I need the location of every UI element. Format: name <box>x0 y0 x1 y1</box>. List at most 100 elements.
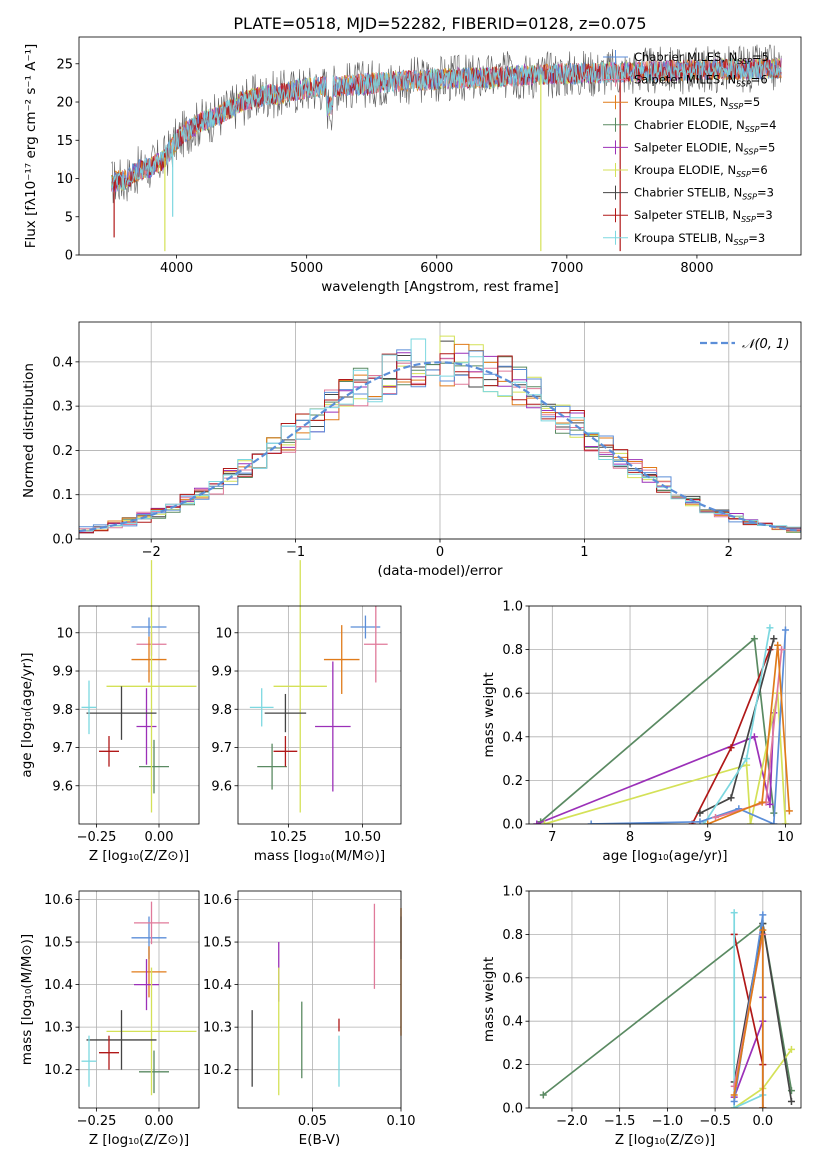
y-tick-label: 10.5 <box>203 936 232 951</box>
x-tick-label: 7 <box>548 830 556 845</box>
y-axis-label: Flux [fλ10⁻¹⁷ erg cm⁻² s⁻¹ A⁻¹] <box>23 44 39 249</box>
x-tick-label: −2 <box>142 545 161 560</box>
plot-frame <box>237 605 402 825</box>
y-tick-label: 10.2 <box>44 1063 73 1078</box>
histograms <box>79 335 801 534</box>
x-axis-label: E(B-V) <box>299 1132 341 1148</box>
x-tick-label: 0.05 <box>298 1114 327 1129</box>
x-tick-label: 0.10 <box>387 1114 416 1129</box>
legend-label: Salpeter MILES, N <box>634 73 736 87</box>
x-tick-label: −2.0 <box>556 1114 588 1129</box>
legend-label: Chabrier ELODIE, N <box>634 118 745 132</box>
y-axis-label: mass weight <box>481 672 497 757</box>
y-tick-label: 9.6 <box>52 779 73 794</box>
legend-label-suffix: =3 <box>748 231 765 245</box>
y-tick-label: 10 <box>56 626 73 641</box>
y-tick-label: 0.0 <box>502 818 523 833</box>
normal-reference-curve <box>79 361 801 533</box>
legend-label: Chabrier MILES, N <box>634 50 737 64</box>
y-tick-label: 0 <box>65 249 73 264</box>
legend-label-subscript: SSP <box>734 238 749 247</box>
x-tick-label: 8000 <box>680 261 713 276</box>
y-tick-label: 9.6 <box>211 779 232 794</box>
mass-weight-vs-metallicity-panel: −2.0 −1.5 −1.0 −0.5 0.0 0.0 0.2 0.4 0.6 0.8 1.0 Z [… <box>481 885 802 1148</box>
legend-label: Chabrier STELIB, N <box>634 186 742 200</box>
legend-label-subscript: SSP <box>736 80 751 89</box>
x-tick-label: 7000 <box>550 261 583 276</box>
y-tick-label: 9.8 <box>52 703 73 718</box>
x-axis-label: Z [log₁₀(Z/Z⊙)] <box>89 1132 189 1148</box>
y-tick-label: 0.8 <box>502 643 523 658</box>
y-tick-label: 10 <box>56 172 73 187</box>
legend-label-suffix: =5 <box>752 50 769 64</box>
legend-label-suffix: =4 <box>760 118 777 132</box>
y-tick-label: 0.6 <box>502 687 523 702</box>
x-tick-label: 1 <box>580 545 588 560</box>
x-tick-label: 2 <box>725 545 733 560</box>
x-tick-label: −1.5 <box>604 1114 636 1129</box>
y-tick-label: 9.9 <box>52 665 73 680</box>
histogram-series <box>79 338 801 532</box>
y-tick-label: 10.3 <box>203 1021 232 1036</box>
x-tick-label: −0.25 <box>77 1114 117 1129</box>
x-tick-label: 5000 <box>290 261 323 276</box>
y-tick-label: 5 <box>65 210 73 225</box>
legend-label-subscript: SSP <box>736 170 751 179</box>
y-tick-label: 15 <box>56 134 73 149</box>
legend-label: Kroupa STELIB, N <box>634 231 734 245</box>
legend-label-subscript: SSP <box>742 193 757 202</box>
legend-label-subscript: SSP <box>729 102 744 111</box>
y-tick-label: 10 <box>215 626 232 641</box>
weight-series-line <box>707 645 791 824</box>
y-tick-label: 0.1 <box>52 488 73 503</box>
x-tick-label: 0.00 <box>145 1114 174 1129</box>
x-tick-label: 8 <box>626 830 634 845</box>
legend-label-subscript: SSP <box>737 57 752 66</box>
x-tick-label: 0 <box>436 545 444 560</box>
weight-series-line <box>733 912 764 1108</box>
legend-label-suffix: =5 <box>743 95 760 109</box>
plot-frame <box>78 321 802 540</box>
spectrum-series-line <box>111 58 782 191</box>
weight-series-line <box>544 693 787 824</box>
age-vs-metallicity-panel: −0.25 0.00 9.6 9.7 9.8 9.9 10 Z [log₁₀(Z/Z⊙)] ag… <box>19 560 200 864</box>
legend-label-suffix: =3 <box>756 208 773 222</box>
y-tick-label: 10.6 <box>203 893 232 908</box>
y-axis-label: age [log₁₀(age/yr)] <box>19 652 35 777</box>
y-tick-label: 9.9 <box>211 665 232 680</box>
y-tick-label: 10.4 <box>203 978 232 993</box>
x-tick-label: 9 <box>704 830 712 845</box>
mass-weight-vs-age-panel: 7 8 9 10 0.0 0.2 0.4 0.6 0.8 1.0 age [log₁₀(age/yr… <box>481 600 802 864</box>
legend-label-suffix: =6 <box>751 73 768 87</box>
y-tick-label: 1.0 <box>502 600 523 615</box>
legend-label: Salpeter ELODIE, N <box>634 140 744 154</box>
plot-frame <box>528 890 802 1109</box>
y-tick-label: 0.4 <box>502 730 523 745</box>
legend-label: Kroupa ELODIE, N <box>634 163 736 177</box>
y-tick-label: 0.3 <box>52 400 73 415</box>
legend-label: 𝒩(0, 1) <box>742 337 789 352</box>
y-tick-label: 10.3 <box>44 1021 73 1036</box>
legend-label: Salpeter STELIB, N <box>634 208 741 222</box>
x-tick-label: 10.50 <box>344 830 381 845</box>
x-tick-label: −0.25 <box>77 830 117 845</box>
y-tick-label: 0.6 <box>502 971 523 986</box>
figure-title: PLATE=0518, MJD=52282, FIBERID=0128, z=0… <box>233 14 646 33</box>
y-tick-label: 10.2 <box>203 1063 232 1078</box>
y-tick-label: 0.4 <box>52 355 73 370</box>
y-tick-label: 0.2 <box>502 1058 523 1073</box>
y-tick-label: 0.8 <box>502 928 523 943</box>
legend-label-suffix: =3 <box>757 186 774 200</box>
legend-label: Kroupa MILES, N <box>634 95 729 109</box>
y-tick-label: 10.4 <box>44 978 73 993</box>
y-tick-label: 0.4 <box>502 1015 523 1030</box>
legend-label-subscript: SSP <box>744 147 759 156</box>
x-tick-label: 4000 <box>160 261 193 276</box>
x-axis-label: age [log₁₀(age/yr)] <box>602 848 727 864</box>
x-axis-label: (data-model)/error <box>377 563 503 579</box>
y-tick-label: 25 <box>56 57 73 72</box>
y-tick-label: 9.7 <box>211 741 232 756</box>
residual-distribution-panel: −2 −1 0 1 2 0.0 0.1 0.2 0.3 0.4 (data-model)/error… <box>21 321 802 579</box>
